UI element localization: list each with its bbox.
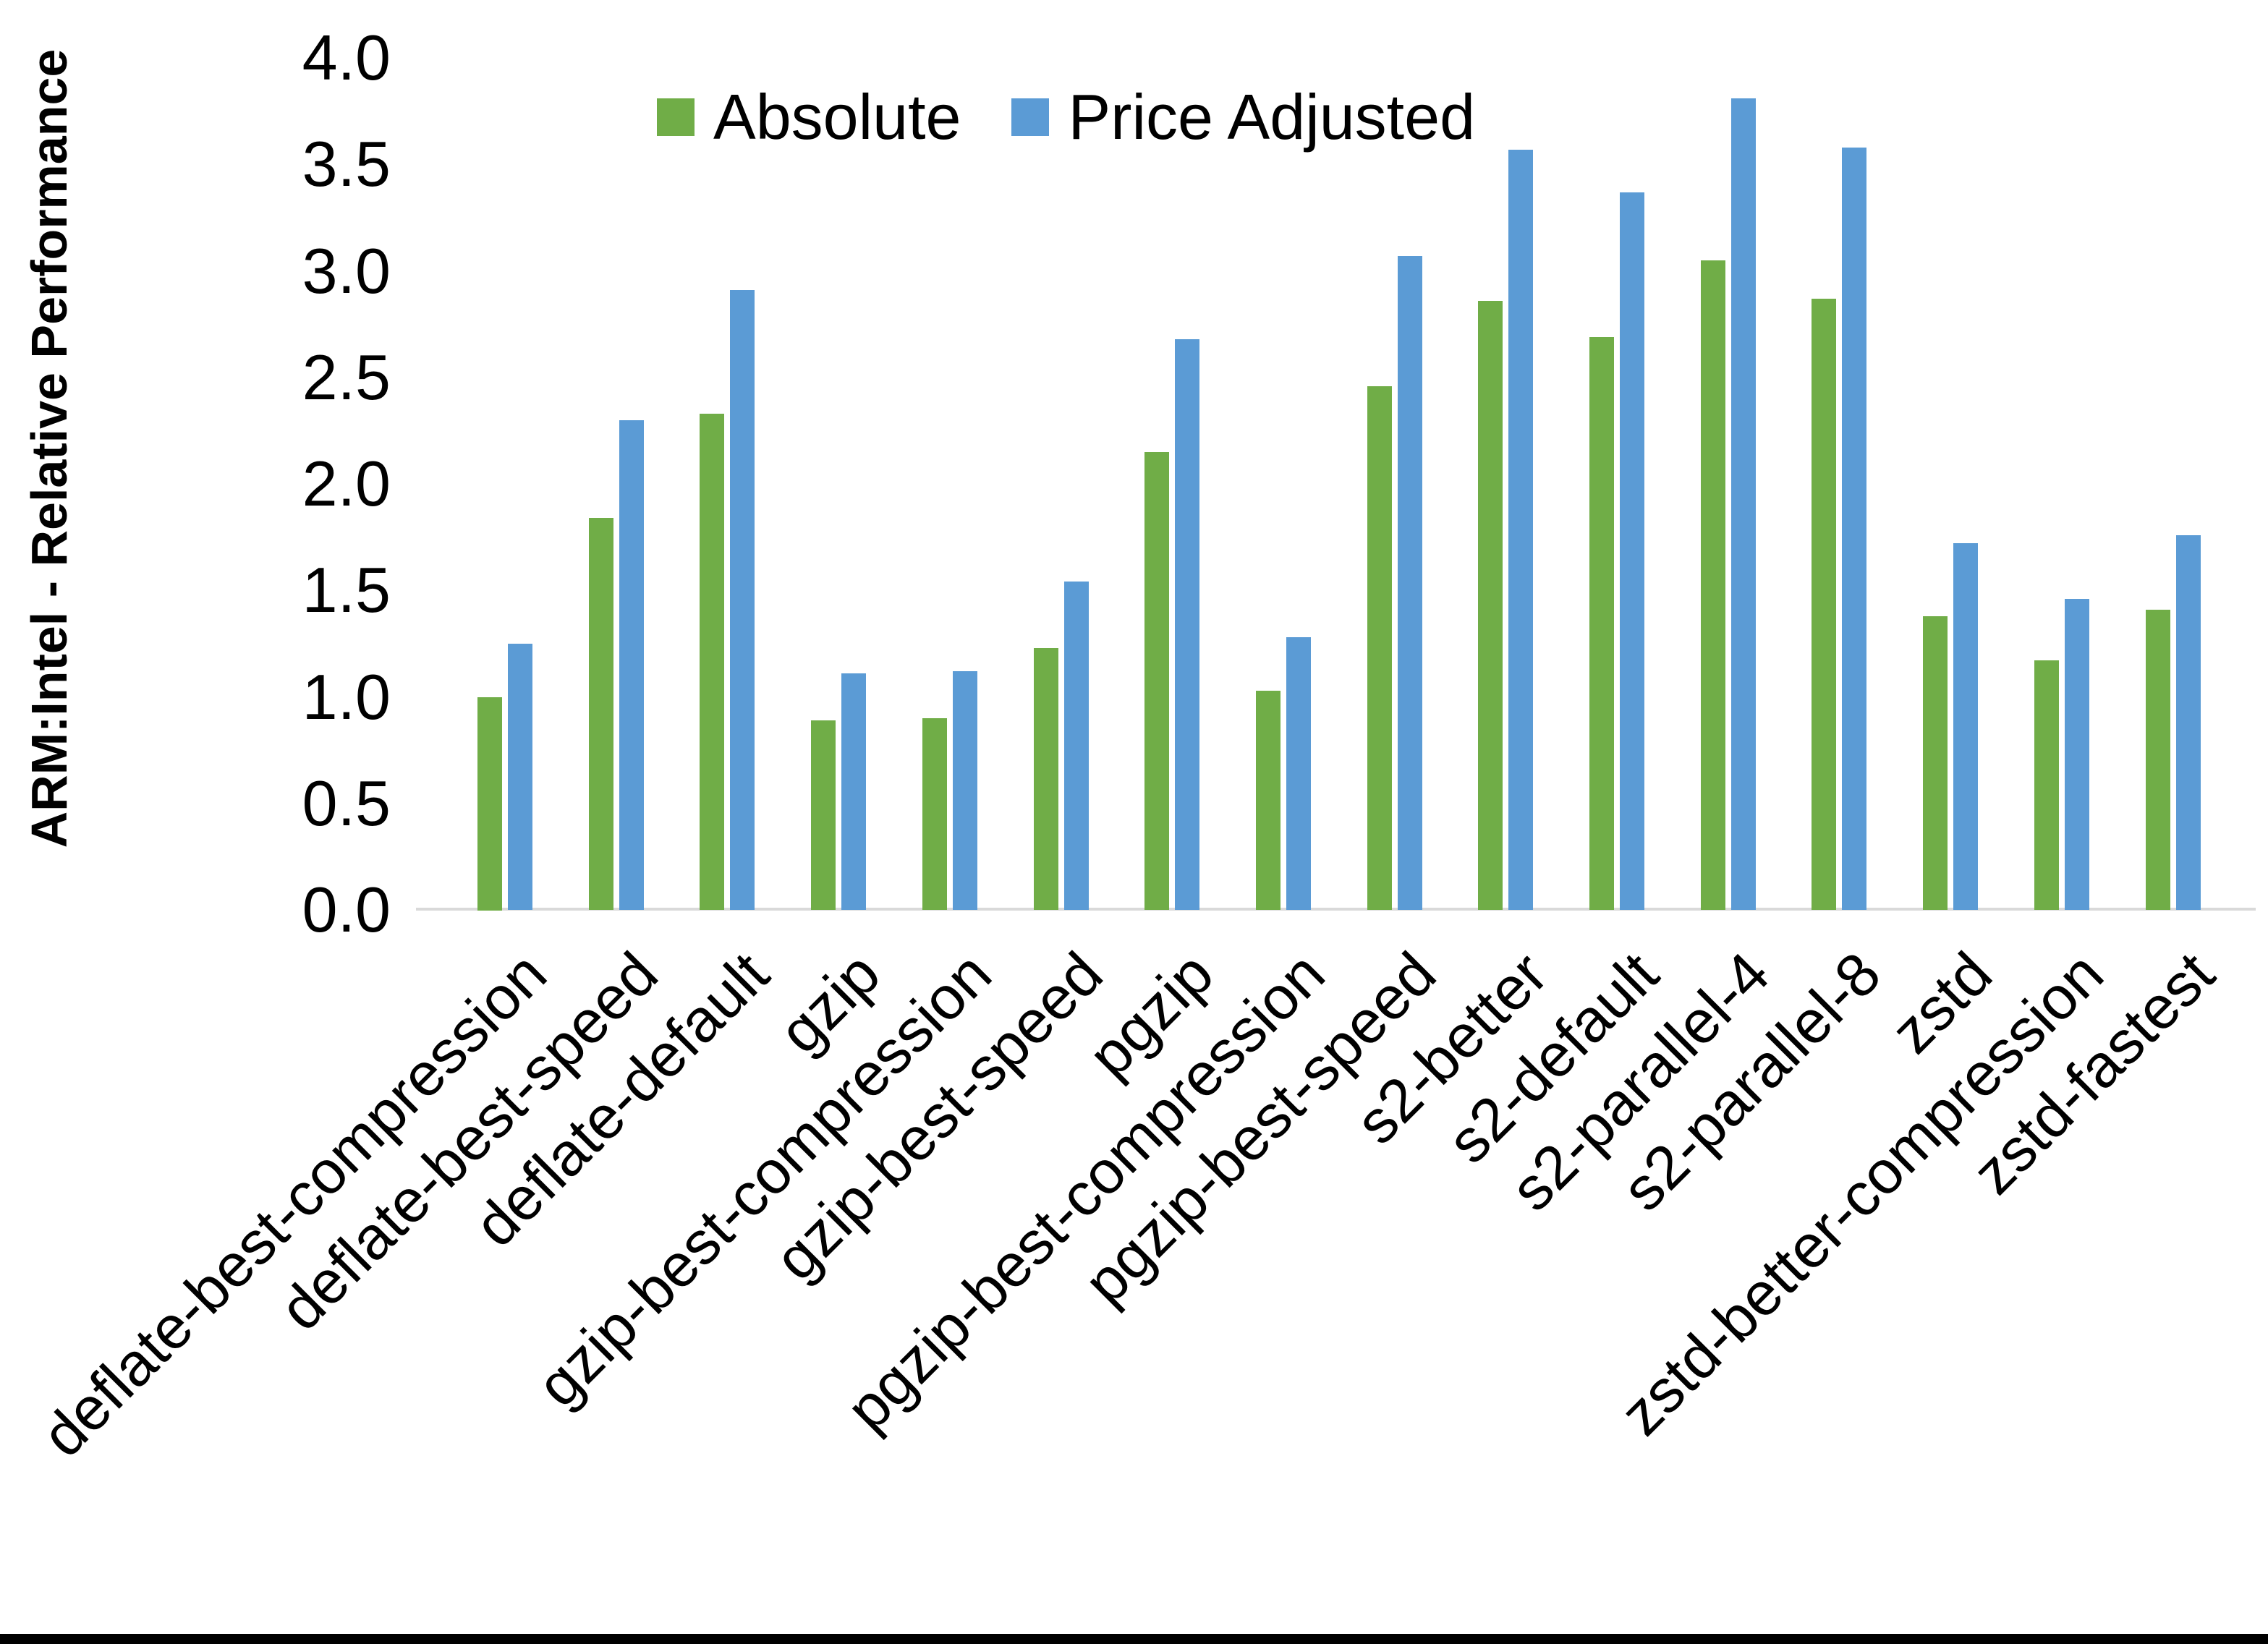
bar-price-adjusted-pgzip-best-speed bbox=[1398, 256, 1422, 910]
bar-absolute-gzip-best-compression bbox=[922, 718, 947, 910]
bar-absolute-deflate-default bbox=[700, 414, 724, 910]
bar-absolute-gzip bbox=[811, 720, 836, 910]
y-tick-label: 0.0 bbox=[302, 874, 391, 945]
bar-price-adjusted-gzip-best-speed bbox=[1064, 582, 1089, 910]
legend-swatch-price-adjusted-icon bbox=[1011, 98, 1050, 136]
bar-absolute-s2-parallel-8 bbox=[1812, 299, 1836, 910]
bar-price-adjusted-s2-parallel-8 bbox=[1842, 148, 1866, 910]
y-tick-label: 3.0 bbox=[302, 234, 391, 307]
bar-absolute-s2-parallel-4 bbox=[1701, 260, 1725, 910]
bar-absolute-zstd-better-compression bbox=[2034, 660, 2059, 910]
bar-price-adjusted-zstd-better-compression bbox=[2065, 599, 2089, 910]
legend-item-price-adjusted: Price Adjusted bbox=[1011, 85, 1475, 149]
bar-price-adjusted-s2-default bbox=[1620, 192, 1644, 910]
bar-absolute-zstd bbox=[1923, 616, 1948, 910]
x-axis-line bbox=[416, 908, 2256, 911]
bar-absolute-zstd-fastest bbox=[2146, 610, 2170, 910]
y-tick-label: 0.5 bbox=[302, 767, 391, 839]
legend-item-absolute: Absolute bbox=[657, 85, 961, 149]
legend-label-absolute: Absolute bbox=[713, 81, 961, 153]
bar-price-adjusted-s2-parallel-4 bbox=[1731, 98, 1756, 910]
bar-price-adjusted-deflate-default bbox=[730, 290, 755, 910]
y-tick-label: 1.0 bbox=[302, 660, 391, 733]
bar-price-adjusted-deflate-best-compression bbox=[508, 644, 532, 910]
bar-absolute-s2-better bbox=[1478, 301, 1503, 910]
bar-absolute-s2-default bbox=[1589, 337, 1614, 910]
bar-price-adjusted-gzip bbox=[841, 673, 866, 910]
bar-absolute-pgzip-best-compression bbox=[1256, 691, 1280, 910]
y-tick-label: 4.0 bbox=[302, 22, 391, 93]
bar-price-adjusted-s2-better bbox=[1508, 150, 1533, 910]
y-tick-label: 2.5 bbox=[302, 341, 391, 413]
bar-absolute-pgzip bbox=[1144, 452, 1169, 910]
bar-price-adjusted-zstd bbox=[1953, 543, 1978, 910]
legend-label-price-adjusted: Price Adjusted bbox=[1068, 81, 1476, 153]
bottom-border bbox=[0, 1634, 2268, 1644]
bar-price-adjusted-deflate-best-speed bbox=[619, 420, 644, 910]
bar-price-adjusted-gzip-best-compression bbox=[953, 671, 977, 910]
y-tick-label: 1.5 bbox=[302, 554, 391, 626]
bar-absolute-gzip-best-speed bbox=[1034, 648, 1058, 910]
legend-swatch-absolute-icon bbox=[657, 98, 695, 136]
bar-price-adjusted-pgzip-best-compression bbox=[1286, 637, 1311, 910]
legend: Absolute Price Adjusted bbox=[657, 85, 1475, 149]
bar-absolute-deflate-best-speed bbox=[589, 518, 613, 910]
bar-price-adjusted-pgzip bbox=[1175, 339, 1199, 910]
bar-absolute-pgzip-best-speed bbox=[1367, 386, 1392, 910]
y-tick-label: 3.5 bbox=[302, 128, 391, 200]
bar-price-adjusted-zstd-fastest bbox=[2176, 535, 2201, 910]
bar-absolute-deflate-best-compression bbox=[477, 697, 502, 911]
y-tick-label: 2.0 bbox=[302, 448, 391, 519]
